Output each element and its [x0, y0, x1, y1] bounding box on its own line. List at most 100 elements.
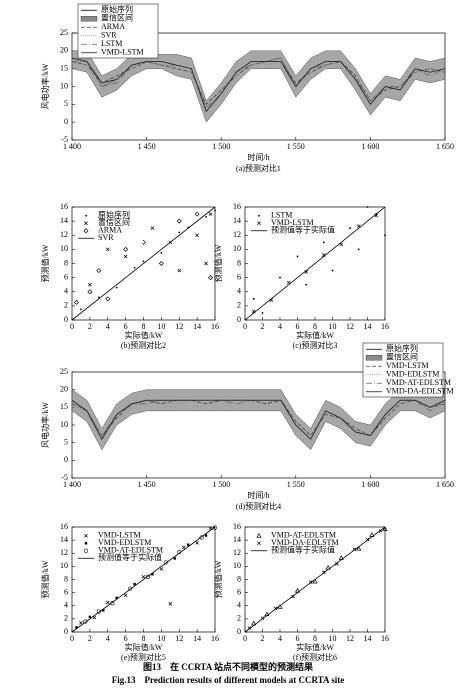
x-tick-label: 2	[88, 634, 92, 643]
y-tick-label: 16	[233, 202, 241, 211]
point	[83, 548, 89, 553]
point	[97, 296, 100, 299]
point	[96, 609, 101, 614]
y-tick-label: 5	[64, 437, 68, 446]
legend-label: ARMA	[98, 226, 122, 235]
point	[83, 228, 89, 234]
legend-label: SVR	[98, 233, 114, 242]
y-tick-label: 6	[64, 272, 68, 281]
y-tick-label: 4	[64, 601, 68, 610]
y-axis-label: 预测值/kW	[40, 560, 50, 598]
legend-label: VMD-AT-EDLSTM	[271, 531, 336, 540]
legend-label: VMD-LSTM	[98, 531, 141, 540]
x-tick-label: 16	[211, 634, 219, 643]
point	[382, 526, 388, 531]
legend-label: VMD-DA-EDLSTM	[271, 538, 339, 547]
series-line	[71, 57, 446, 113]
point	[257, 221, 261, 226]
y-tick-label: 6	[237, 587, 241, 596]
x-tick-label: 1 550	[287, 142, 305, 151]
legend-label: 置信区间	[386, 352, 418, 362]
point	[258, 214, 260, 217]
x-tick-label: 1 600	[361, 480, 379, 489]
y-tick-label: -5	[61, 135, 68, 144]
legend-label: 原始序列	[98, 210, 130, 220]
y-tick-label: 25	[60, 28, 68, 37]
y-tick-label: 6	[237, 272, 241, 281]
y-tick-label: 14	[60, 216, 68, 225]
reference-line	[244, 526, 386, 633]
x-tick-label: 1 400	[63, 480, 81, 489]
point	[83, 619, 88, 624]
y-tick-label: 4	[237, 601, 241, 610]
x-tick-label: 1 550	[287, 480, 305, 489]
legend-label: VMD-LSTM	[271, 218, 314, 227]
y-tick-label: 10	[233, 244, 241, 253]
legend-label: 置信区间	[98, 217, 130, 227]
point	[159, 567, 164, 571]
point	[110, 601, 115, 606]
point	[312, 578, 318, 584]
x-axis-label: 实际值/kW	[125, 330, 163, 340]
y-tick-label: 12	[60, 548, 68, 557]
x-tick-label: 0	[70, 634, 74, 643]
point	[151, 573, 154, 576]
point	[186, 543, 190, 546]
legend-box	[362, 342, 444, 398]
point	[115, 286, 118, 289]
reference-line	[71, 526, 216, 633]
legend-label: VMD-DA-EDLSTM	[386, 387, 454, 396]
reference-line	[244, 206, 386, 321]
y-tick-label: 4	[237, 287, 241, 296]
point	[178, 231, 181, 234]
y-tick-label: 12	[60, 230, 68, 239]
y-tick-label: 8	[64, 574, 68, 583]
point	[123, 246, 129, 252]
x-tick-label: 2	[261, 322, 265, 331]
point	[123, 254, 128, 259]
point	[85, 214, 87, 217]
y-tick-label: 6	[64, 587, 68, 596]
point	[145, 574, 151, 579]
x-tick-label: 14	[364, 322, 372, 331]
x-tick-label: 10	[329, 634, 337, 643]
caption-en: Fig.13 Prediction results of different m…	[112, 675, 345, 685]
legend-label: 预测值等于实际值	[98, 552, 162, 562]
subtitle: (b)预测对比2	[121, 340, 166, 350]
point	[208, 275, 214, 281]
x-tick-label: 0	[70, 322, 74, 331]
x-axis-label: 时间/h	[247, 152, 269, 162]
legend-label: 置信区间	[101, 13, 133, 23]
y-tick-label: 12	[233, 230, 241, 239]
y-tick-label: 4	[64, 287, 68, 296]
point	[84, 221, 88, 226]
point	[133, 266, 136, 269]
y-tick-label: 12	[233, 548, 241, 557]
chart: 1 400 1 450 1 500 1 550 1 600 1 650 -5 0 5 10 15 20…	[40, 3, 454, 173]
point	[374, 213, 379, 218]
x-tick-label: 4	[278, 634, 282, 643]
x-tick-label: 8	[142, 634, 146, 643]
point	[195, 233, 199, 238]
point	[105, 247, 110, 252]
x-tick-label: 0	[243, 634, 247, 643]
legend-label: 原始序列	[386, 343, 418, 353]
x-tick-label: 14	[193, 634, 201, 643]
y-tick-label: 10	[60, 244, 68, 253]
legend-label: 预测值等于实际值	[271, 225, 335, 235]
point	[105, 600, 110, 605]
y-tick-label: 0	[64, 117, 68, 126]
y-tick-label: 8	[64, 258, 68, 267]
x-tick-label: 1 400	[63, 142, 81, 151]
y-tick-label: 2	[64, 614, 68, 623]
x-tick-label: 4	[106, 634, 110, 643]
y-tick-label: -5	[61, 473, 68, 482]
legend-label: SVR	[101, 31, 117, 40]
y-tick-label: 2	[64, 301, 68, 310]
point	[384, 234, 386, 237]
x-tick-label: 12	[175, 322, 183, 331]
y-tick-label: 15	[60, 402, 68, 411]
legend-label: VMD-LSTM	[101, 48, 144, 57]
x-tick-label: 14	[364, 634, 372, 643]
legend-label: LSTM	[271, 211, 292, 220]
